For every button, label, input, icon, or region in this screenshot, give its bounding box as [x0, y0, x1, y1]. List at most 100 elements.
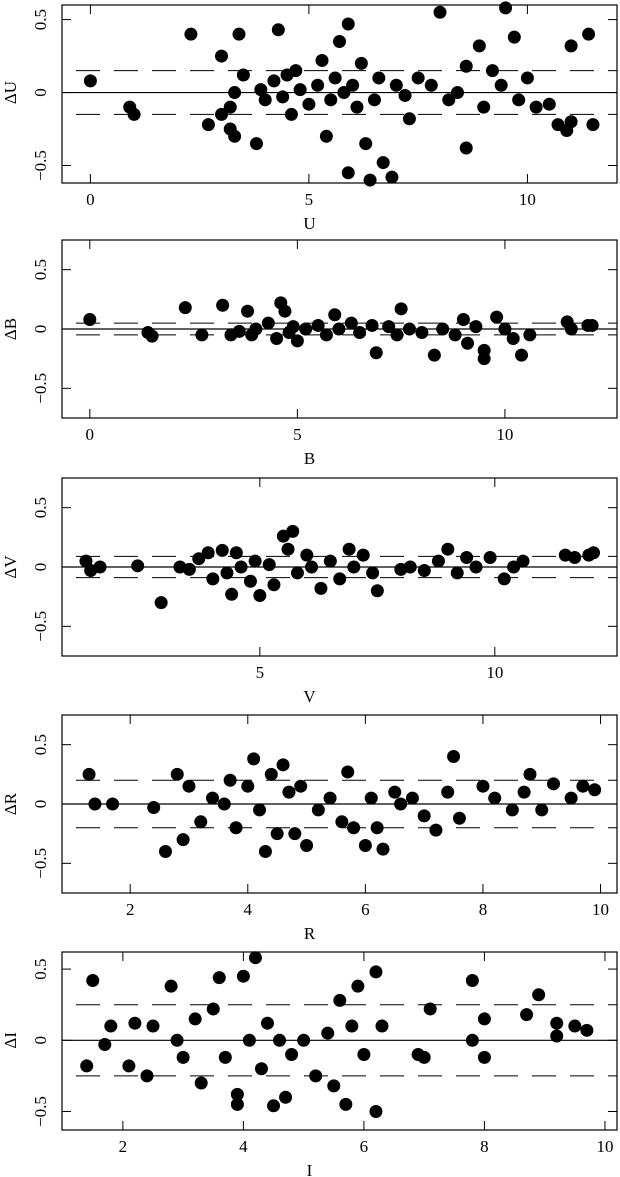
data-point — [469, 560, 483, 574]
y-tick-label: −0.5 — [31, 373, 50, 404]
data-point — [370, 821, 384, 835]
data-point — [520, 71, 534, 85]
data-point — [261, 316, 275, 330]
data-point — [232, 27, 246, 41]
data-point — [423, 1002, 437, 1016]
data-point — [460, 551, 474, 565]
data-point — [568, 551, 582, 565]
y-tick-label: 0.5 — [31, 734, 50, 755]
data-point — [505, 803, 519, 817]
data-point — [456, 313, 470, 327]
data-point — [311, 803, 325, 817]
data-point — [271, 23, 285, 37]
x-tick-label: 6 — [361, 900, 370, 919]
data-point — [176, 833, 190, 847]
x-axis-label: B — [304, 449, 315, 468]
data-point — [427, 348, 441, 362]
panel: 0 5 10 −0.5 0 0.5 B ΔB — [1, 239, 618, 468]
y-tick-label: 0 — [31, 800, 50, 809]
data-point — [286, 524, 300, 538]
data-point — [248, 951, 262, 965]
x-tick-label: 2 — [119, 1137, 128, 1156]
data-point — [346, 78, 360, 92]
data-point — [512, 93, 526, 107]
data-point — [494, 78, 508, 92]
data-point — [82, 767, 96, 781]
data-point — [83, 74, 97, 88]
data-point — [93, 560, 107, 574]
data-point — [369, 346, 383, 360]
data-point — [321, 1026, 335, 1040]
data-point — [394, 302, 408, 316]
data-point — [353, 326, 367, 340]
data-point — [201, 546, 215, 560]
data-point — [302, 97, 316, 111]
data-point — [367, 93, 381, 107]
data-point — [241, 779, 255, 793]
data-point — [236, 969, 250, 983]
data-point — [314, 581, 328, 595]
data-point — [424, 78, 438, 92]
data-point — [279, 1090, 293, 1104]
data-point — [515, 348, 529, 362]
data-point — [195, 328, 209, 342]
data-point — [262, 558, 276, 572]
data-point — [282, 785, 296, 799]
data-point — [249, 322, 263, 336]
data-point — [363, 173, 377, 187]
y-tick-label: 0 — [31, 325, 50, 334]
y-tick-label: 0.5 — [31, 497, 50, 518]
y-axis-label: ΔB — [1, 318, 20, 340]
data-point — [498, 322, 512, 336]
data-point — [323, 554, 337, 568]
data-point — [253, 803, 267, 817]
y-tick-label: 0.5 — [31, 9, 50, 30]
data-point — [347, 821, 361, 835]
data-point — [300, 548, 314, 562]
data-point — [230, 1097, 244, 1111]
data-point — [128, 1016, 142, 1030]
data-point — [234, 560, 248, 574]
data-point — [431, 554, 445, 568]
data-point — [319, 328, 333, 342]
data-point — [477, 100, 491, 114]
data-point — [201, 118, 215, 132]
x-tick-label: 8 — [480, 1137, 489, 1156]
x-tick-label: 10 — [496, 425, 513, 444]
data-point — [477, 352, 491, 366]
data-point — [248, 554, 262, 568]
data-point — [154, 596, 168, 610]
data-point — [230, 1087, 244, 1101]
data-point — [341, 765, 355, 779]
data-point — [294, 779, 308, 793]
data-point — [507, 560, 521, 574]
data-point — [229, 546, 243, 560]
data-point — [497, 572, 511, 586]
data-point — [281, 542, 295, 556]
panel: 5 10 −0.5 0 0.5 V ΔV — [1, 477, 618, 706]
data-point — [429, 823, 443, 837]
data-point — [289, 64, 303, 78]
x-tick-label: 0 — [86, 190, 95, 209]
data-point — [568, 1019, 582, 1033]
data-point — [582, 27, 596, 41]
data-point — [576, 779, 590, 793]
data-point — [344, 316, 358, 330]
data-point — [182, 779, 196, 793]
data-point — [366, 566, 380, 580]
data-point — [220, 566, 234, 580]
data-point — [258, 93, 272, 107]
data-point — [98, 1038, 112, 1052]
data-point — [490, 310, 504, 324]
data-point — [140, 1069, 154, 1083]
data-point — [260, 1016, 274, 1030]
data-point — [364, 791, 378, 805]
data-point — [332, 322, 346, 336]
data-point — [499, 1, 513, 15]
data-point — [347, 560, 361, 574]
data-point — [472, 39, 486, 53]
data-point — [194, 815, 208, 829]
data-point — [225, 587, 239, 601]
data-point — [535, 803, 549, 817]
data-point — [254, 83, 268, 97]
